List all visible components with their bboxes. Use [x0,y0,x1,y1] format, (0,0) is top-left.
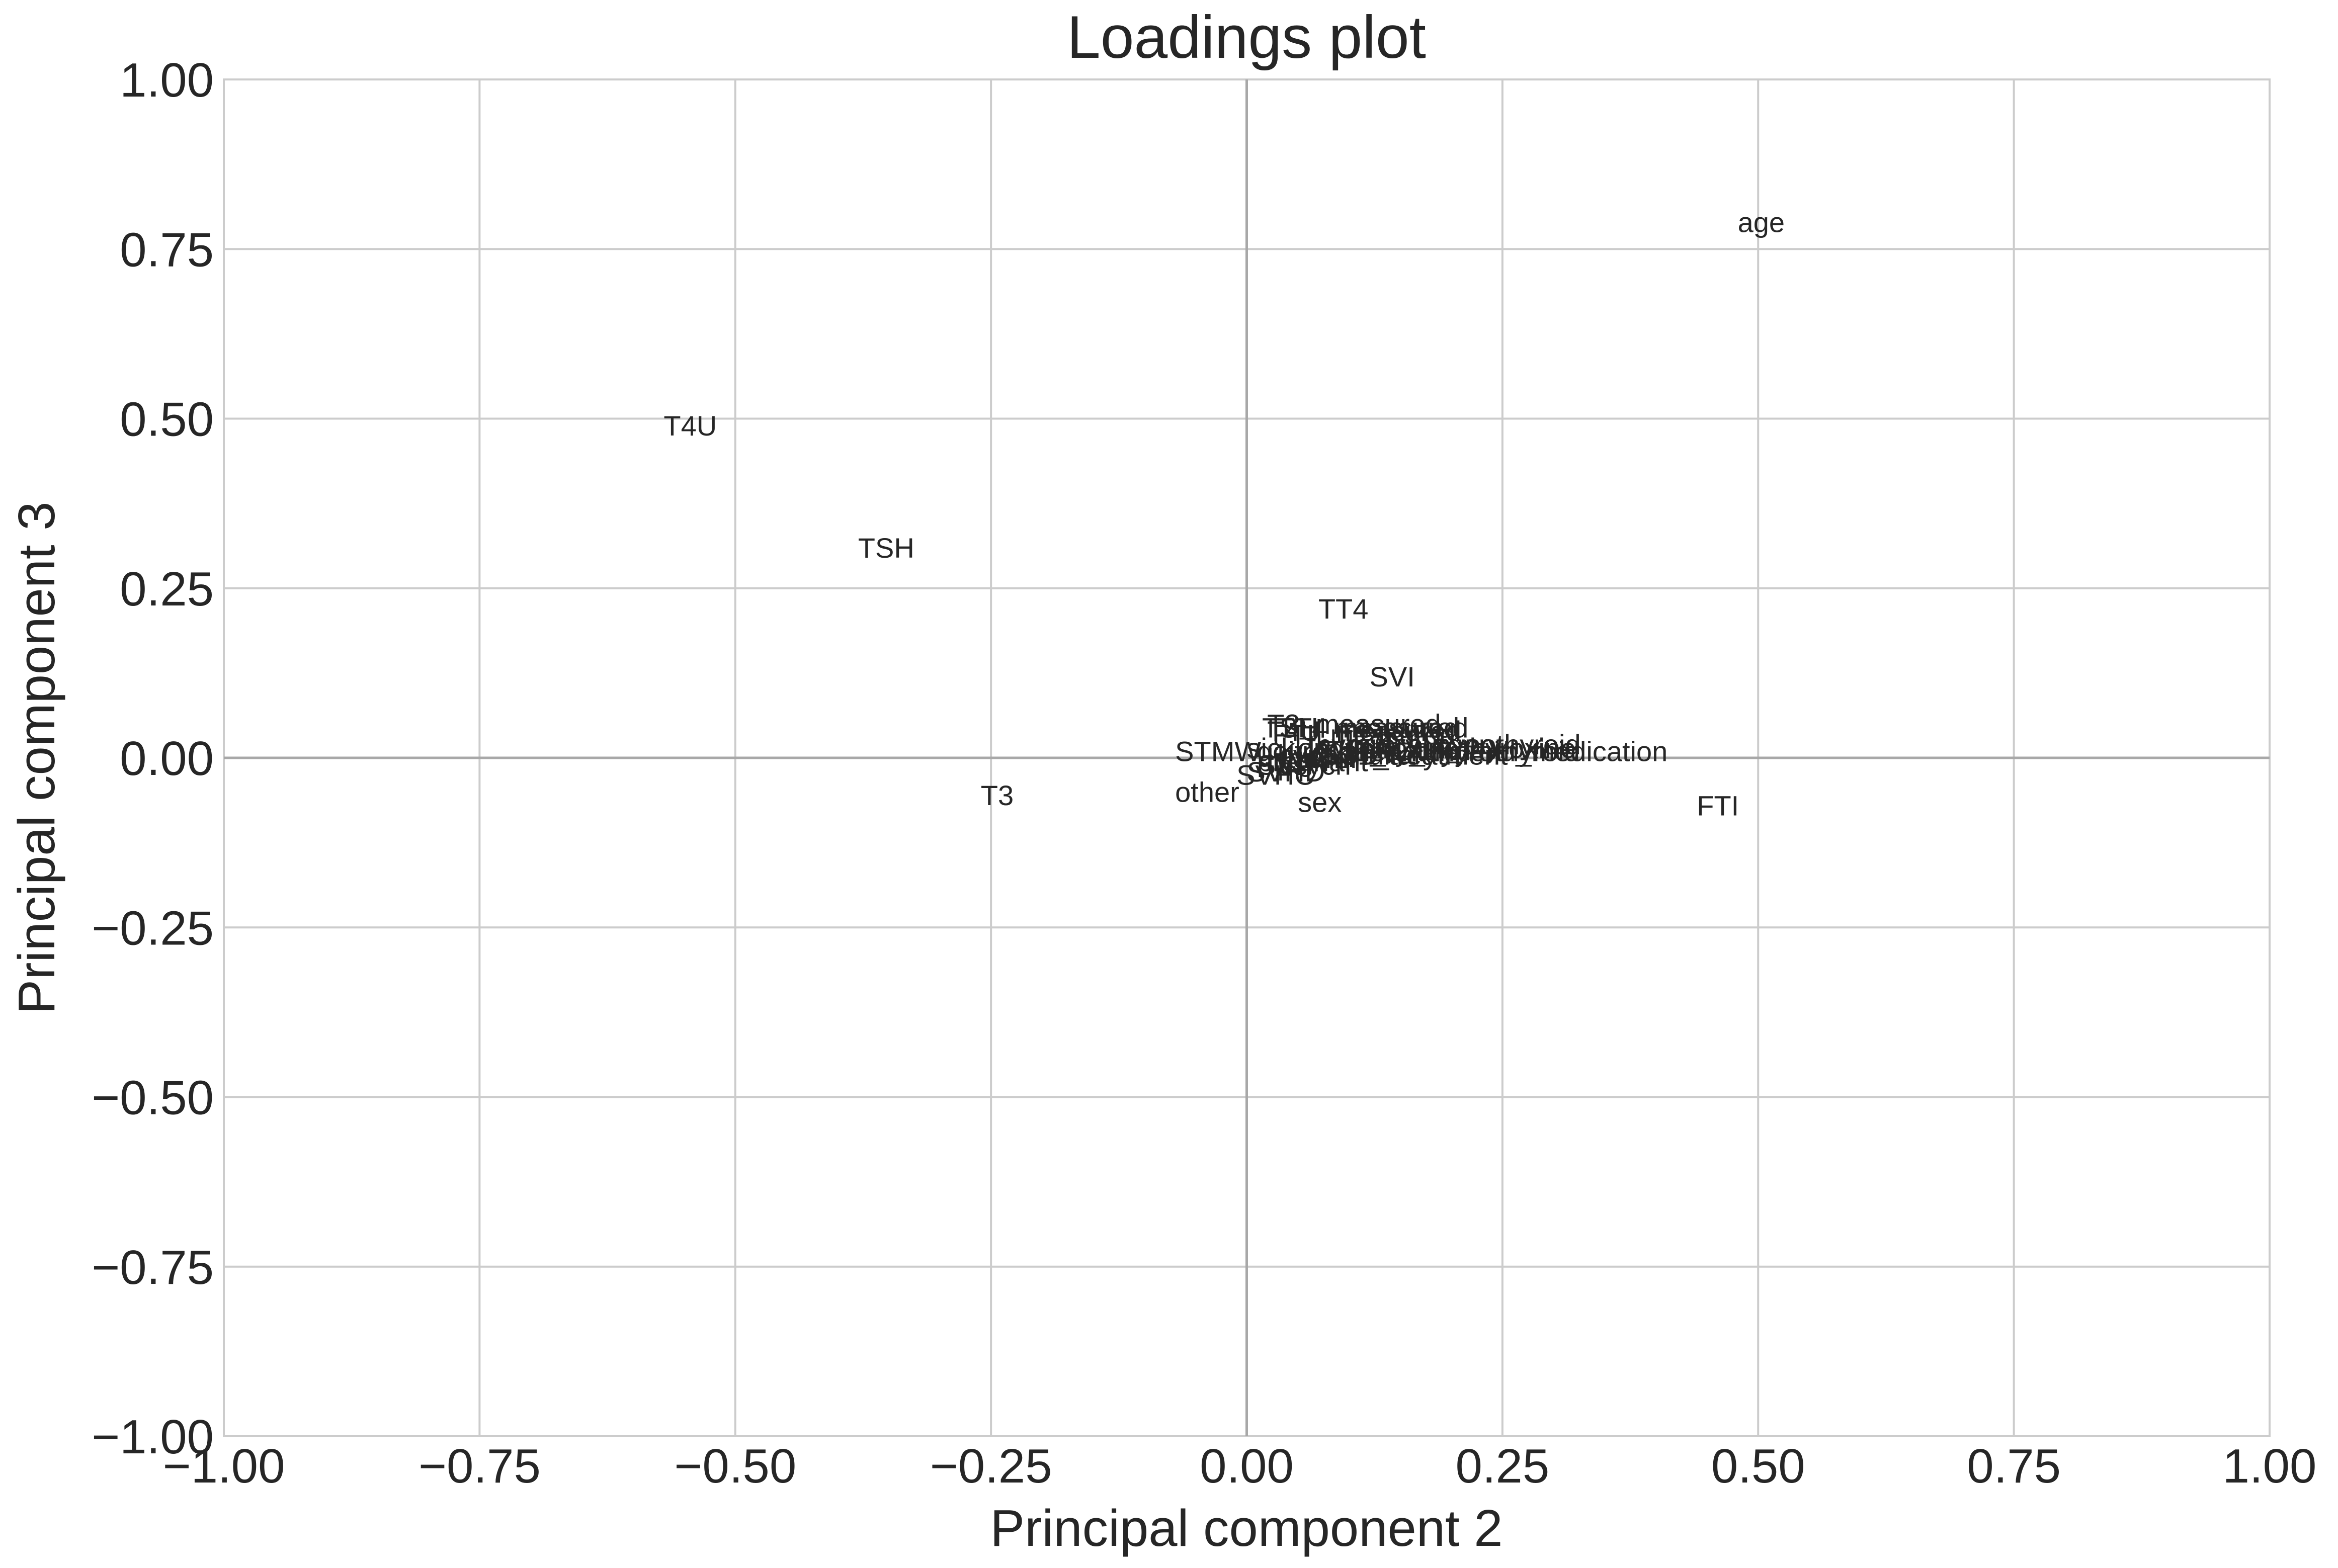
loading-label: tumor [1288,742,1360,774]
x-tick-label: 0.75 [1967,1439,2061,1493]
x-tick-label: −0.25 [930,1439,1052,1493]
loading-label: TSH [858,532,914,564]
loading-label: TT4 [1318,593,1369,625]
x-tick-label: −0.50 [674,1439,796,1493]
loading-label: T3_measured [1267,709,1441,740]
y-tick-label: 0.75 [120,223,214,277]
x-axis-label: Principal component 2 [990,1499,1502,1557]
loading-label: pregnant [1257,746,1369,777]
y-tick-label: −0.25 [92,901,214,955]
loading-label: T4U [663,410,717,442]
y-tick-label: −0.75 [92,1241,214,1294]
loading-label: age [1738,206,1785,238]
loading-label: query_hypothyroid [1349,729,1581,760]
y-tick-label: −1.00 [92,1410,214,1464]
loading-label: T4U_measured [1267,715,1461,747]
loading-label: SVI [1370,661,1415,692]
loading-label: on_antithyroid_medication [1339,736,1668,767]
loading-label: goitre [1257,736,1327,767]
loading-label: STMW [1175,736,1261,767]
loading-label: SVHD [1247,756,1325,788]
y-tick-label: 1.00 [120,53,214,107]
y-tick-labels: 1.00 0.75 0.50 0.25 0.00 −0.25 −0.50 −0.75 −1.00 [92,53,214,1464]
loading-label: TT4_measured [1278,712,1469,743]
loading-label: TSH_measured [1262,712,1459,743]
loading-label: lithium [1267,742,1349,774]
x-tick-label: −1.00 [163,1439,285,1493]
loading-label: sick [1247,732,1296,764]
x-tick-label: 0.00 [1200,1439,1294,1493]
x-tick-label: 1.00 [2223,1439,2317,1493]
loading-label: query_hyperthyroid [1339,736,1580,767]
x-tick-labels: −1.00 −0.75 −0.50 −0.25 0.00 0.25 0.50 0.75 1.00 [163,1439,2317,1493]
loading-label: thyroid_surgery [1308,729,1502,760]
chart-title: Loadings plot [1067,4,1426,71]
y-tick-label: 0.25 [120,562,214,616]
loading-label: SVHC [1236,759,1315,791]
loading-label: T3 [981,779,1014,811]
loading-label: FTI [1697,790,1739,821]
x-tick-label: 0.25 [1455,1439,1549,1493]
loading-label: on_thyroxine [1298,732,1459,764]
loading-label: SVI [1257,749,1302,780]
zero-lines [224,79,2270,1436]
y-axis-label: Principal component 3 [8,501,65,1014]
loading-label: psych [1278,749,1351,780]
loading-label: FTI_measured [1272,719,1455,750]
y-tick-label: 0.00 [120,732,214,786]
loading-label: sex [1298,787,1342,818]
loading-label: other [1175,776,1239,808]
x-tick-label: 0.50 [1711,1439,1805,1493]
loading-label: I131_treatment [1318,739,1508,770]
loading-label: query_on_thyroxine [1328,732,1576,764]
x-tick-label: −0.75 [419,1439,541,1493]
y-tick-label: −0.50 [92,1071,214,1125]
y-tick-label: 0.50 [120,393,214,447]
loading-label: hypopituitary [1278,739,1438,770]
